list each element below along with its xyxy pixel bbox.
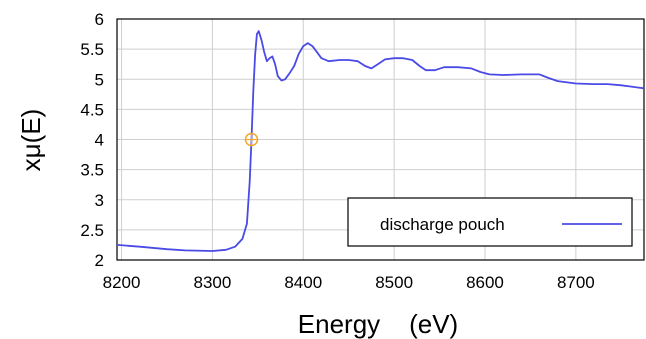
legend-label: discharge pouch	[380, 215, 505, 234]
legend: discharge pouch	[347, 197, 633, 247]
marker-layer	[244, 132, 259, 147]
y-tick-label: 2	[95, 251, 104, 270]
y-tick-label: 4	[95, 131, 104, 150]
y-tick-label: 3.5	[80, 161, 104, 180]
y-tick-label: 6	[95, 10, 104, 29]
y-tick-label: 2.5	[80, 221, 104, 240]
legend-box	[347, 197, 633, 247]
y-tick-label: 5.5	[80, 40, 104, 59]
series-line	[116, 30, 645, 252]
y-axis-label: xμ(E)	[16, 109, 46, 172]
y-tick-label: 3	[95, 191, 104, 210]
x-axis-label: Energy (eV)	[298, 309, 458, 339]
y-tick-label: 4.5	[80, 100, 104, 119]
x-tick-label: 8700	[557, 273, 595, 292]
x-tick-label: 8300	[193, 273, 231, 292]
y-tick-label: 5	[95, 70, 104, 89]
plot-area-frame	[116, 18, 645, 261]
x-tick-label: 8200	[103, 273, 141, 292]
y-axis-ticks: 2 2.5 3 3.5 4 4.5 5 5.5 6	[80, 10, 104, 270]
grid	[117, 18, 644, 261]
x-axis-ticks: 8200 8300 8400 8500 8600 8700	[103, 273, 595, 292]
x-tick-label: 8400	[284, 273, 322, 292]
x-tick-label: 8500	[375, 273, 413, 292]
series-layer	[116, 30, 645, 252]
x-tick-label: 8600	[466, 273, 504, 292]
